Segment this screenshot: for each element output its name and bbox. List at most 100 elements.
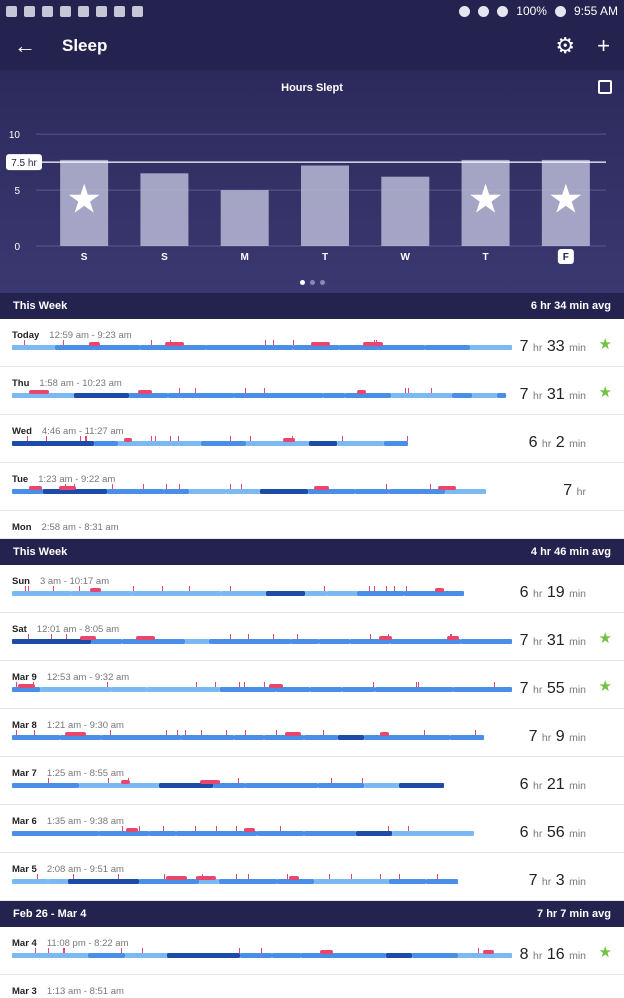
page-dot[interactable] — [319, 280, 325, 285]
sleep-stage-segment — [167, 953, 240, 958]
sleep-log-row[interactable]: Mar 3 1:13 am - 8:51 am — [0, 975, 624, 998]
sleep-stage-segment — [342, 687, 375, 692]
sleep-stage-segment — [107, 489, 164, 494]
duration-hours-unit: hr — [533, 390, 543, 402]
restless-tick — [265, 340, 266, 345]
restless-tick — [386, 586, 387, 591]
sleep-log-row[interactable]: Mar 8 1:21 am - 9:30 am 7 hr 9 min — [0, 709, 624, 757]
x-tick-label: S — [81, 252, 88, 263]
duration-hours: 7 — [519, 680, 529, 697]
sleep-log-row[interactable]: Mon 2:58 am - 8:31 am — [0, 511, 624, 539]
bar — [541, 159, 590, 246]
awake-segment — [285, 732, 301, 736]
sleep-chart-panel[interactable]: Hours Slept 0 5 10 ★ S S M T W ★ T ★ F 7.5 hr — [0, 70, 624, 293]
add-button[interactable]: + — [597, 35, 610, 57]
goal-star-icon: ★ — [468, 177, 504, 223]
duration-minutes-unit: min — [569, 828, 586, 840]
awake-segment — [379, 636, 392, 640]
sleep-log-row[interactable]: Sun 3 am - 10:17 am 6 hr 19 min — [0, 565, 624, 613]
sleep-log-row[interactable]: Today 12:59 am - 9:23 am 7 hr 33 min ★ — [0, 319, 624, 367]
sleep-log-row[interactable]: Mar 9 12:53 am - 9:32 am 7 hr 55 min ★ — [0, 661, 624, 709]
restless-tick — [280, 826, 281, 831]
sleep-day: Thu — [12, 378, 30, 389]
awake-segment — [18, 684, 35, 688]
sleep-log-row[interactable]: Thu 1:58 am - 10:23 am 7 hr 31 min ★ — [0, 367, 624, 415]
sleep-stage-segment — [55, 345, 140, 350]
duration-hours-unit: hr — [533, 342, 543, 354]
sleep-stage-segment — [355, 489, 389, 494]
sleep-log-row[interactable]: Tue 1:23 am - 9:22 am 7 hr — [0, 463, 624, 511]
sleep-log-row[interactable]: Sat 12:01 am - 8:05 am 7 hr 31 min ★ — [0, 613, 624, 661]
restless-tick — [261, 948, 262, 953]
sleep-stage-track — [12, 826, 474, 839]
restless-tick — [170, 340, 171, 345]
sleep-stage-segment — [12, 879, 48, 884]
sleep-stage-segment — [79, 783, 159, 788]
restless-tick — [370, 634, 371, 639]
restless-tick — [196, 682, 197, 687]
restless-tick — [230, 634, 231, 639]
sleep-log-row[interactable]: Mar 6 1:35 am - 9:38 am 6 hr 56 min — [0, 805, 624, 853]
sleep-stage-segment — [91, 639, 122, 644]
restless-tick — [329, 874, 330, 879]
sleep-stage-segment — [12, 687, 40, 692]
awake-segment — [136, 636, 155, 640]
restless-tick — [80, 436, 81, 441]
restless-tick — [241, 484, 242, 489]
x-tick-label: F — [563, 252, 569, 263]
restless-tick — [85, 436, 86, 441]
restless-tick — [202, 874, 203, 879]
duration-minutes: 19 — [546, 584, 565, 601]
sleep-stage-segment — [118, 441, 201, 446]
sleep-stage-segment — [74, 393, 129, 398]
duration-minutes: 31 — [546, 632, 565, 649]
restless-tick — [475, 730, 476, 735]
restless-tick — [424, 730, 425, 735]
restless-tick — [264, 388, 265, 393]
sleep-day: Mar 8 — [12, 720, 37, 731]
sleep-day: Sat — [12, 624, 27, 635]
goal-met-star-icon: ★ — [598, 630, 612, 647]
restless-tick — [494, 682, 495, 687]
duration-minutes: 9 — [555, 728, 565, 745]
fullscreen-button[interactable] — [598, 80, 612, 94]
x-tick-label: W — [401, 252, 411, 263]
restless-tick — [170, 436, 171, 441]
duration-hours-unit: hr — [533, 684, 543, 696]
sleep-stage-segment — [226, 489, 260, 494]
restless-tick — [376, 340, 377, 345]
back-button[interactable]: ← — [14, 33, 44, 59]
settings-button[interactable]: ⚙ — [555, 35, 575, 57]
selected-day-badge — [557, 249, 574, 264]
sleep-day: Tue — [12, 474, 29, 485]
restless-tick — [122, 826, 123, 831]
sleep-log-row[interactable]: Mar 4 11:08 pm - 8:22 am 8 hr 16 min ★ — [0, 927, 624, 975]
duration-hours: 6 — [528, 434, 538, 451]
goal-met-star-icon: ★ — [598, 944, 612, 961]
restless-tick — [248, 874, 249, 879]
restless-tick — [86, 436, 87, 441]
awake-segment — [269, 684, 283, 688]
sleep-stage-segment — [389, 489, 445, 494]
sleep-day: Today — [12, 330, 40, 341]
sleep-time-range: 1:58 am - 10:23 am — [39, 378, 122, 389]
sleep-stage-track — [12, 874, 458, 887]
sleep-duration: 7 hr 33 min — [520, 338, 586, 356]
restless-tick — [437, 874, 438, 879]
sleep-stage-segment — [164, 489, 189, 494]
restless-tick — [244, 682, 245, 687]
sleep-stage-segment — [209, 639, 291, 644]
restless-tick — [293, 340, 294, 345]
restless-tick — [112, 484, 113, 489]
restless-tick — [430, 484, 431, 489]
restless-tick — [185, 730, 186, 735]
sleep-log-row[interactable]: Mar 7 1:25 am - 8:55 am 6 hr 21 min — [0, 757, 624, 805]
sleep-stage-segment — [404, 591, 464, 596]
page-dot[interactable] — [309, 280, 315, 285]
sleep-log-row[interactable]: Mar 5 2:08 am - 9:51 am 7 hr 3 min — [0, 853, 624, 901]
sleep-log-row[interactable]: Wed 4:46 am - 11:27 am 6 hr 2 min — [0, 415, 624, 463]
page-dot[interactable] — [299, 280, 305, 285]
sleep-stage-segment — [12, 393, 74, 398]
sleep-day: Mar 5 — [12, 864, 37, 875]
sleep-stage-segment — [12, 489, 43, 494]
